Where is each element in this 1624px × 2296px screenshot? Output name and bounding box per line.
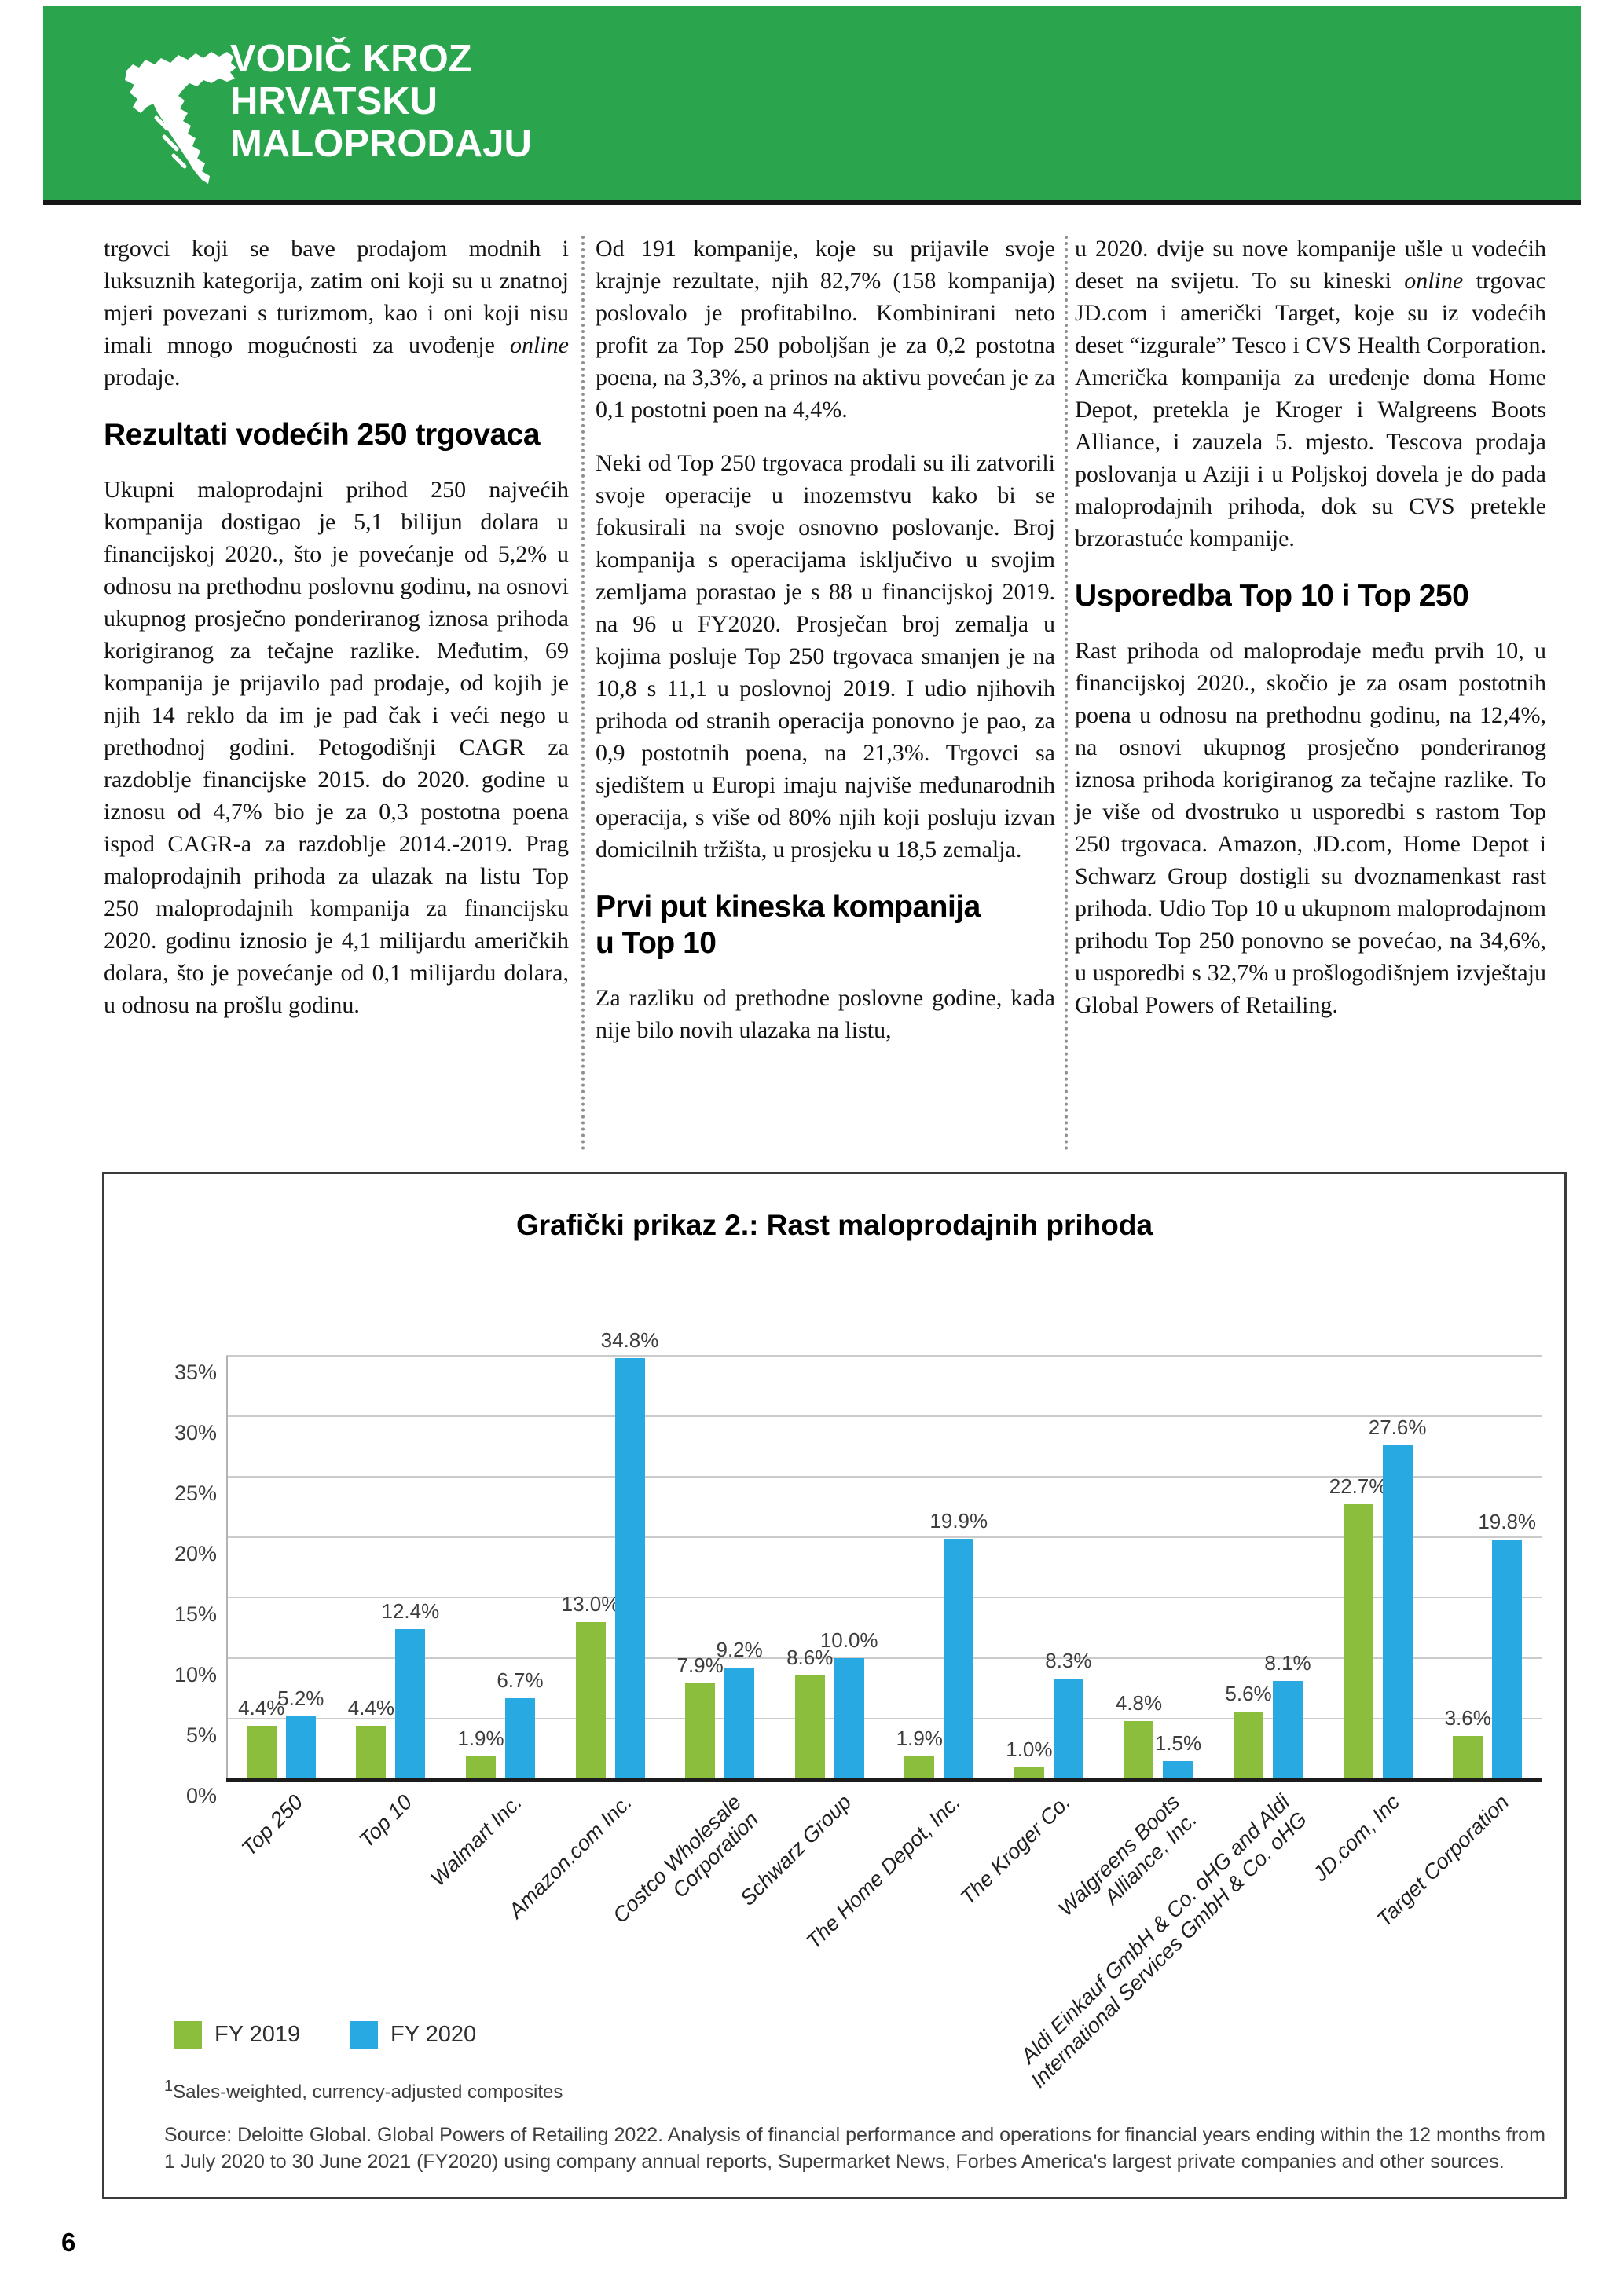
bar-value-label: 12.4% bbox=[381, 1599, 440, 1624]
article-column-2: Od 191 kompanije, koje su prijavile svoj… bbox=[596, 233, 1055, 1067]
chart-footnote: 1Sales-weighted, currency-adjusted compo… bbox=[164, 2078, 563, 2103]
paragraph: trgovci koji se bave prodajom modnih i l… bbox=[104, 236, 569, 390]
bar-fy2019 bbox=[246, 1726, 277, 1779]
gridline bbox=[226, 1355, 1542, 1357]
y-axis-line bbox=[226, 1356, 228, 1779]
y-axis-tick-label: 25% bbox=[174, 1481, 217, 1505]
header-banner: VODIČ KROZ HRVATSKU MALOPRODAJU bbox=[43, 6, 1581, 200]
bar-fy2020 bbox=[285, 1716, 316, 1779]
bar-fy2019 bbox=[1453, 1735, 1483, 1779]
chart-source: Source: Deloitte Global. Global Powers o… bbox=[164, 2124, 1545, 2173]
bar-value-label: 19.8% bbox=[1478, 1510, 1537, 1534]
gridline bbox=[226, 1476, 1542, 1478]
article-column-1: trgovci koji se bave prodajom modnih i l… bbox=[104, 233, 569, 1042]
section-heading: Rezultati vodećih 250 trgovaca bbox=[104, 418, 541, 452]
bar-value-label: 34.8% bbox=[600, 1328, 659, 1353]
bar-fy2020 bbox=[1382, 1445, 1413, 1779]
bar-fy2019 bbox=[1343, 1504, 1373, 1779]
gridline bbox=[226, 1536, 1542, 1538]
paragraph: Od 191 kompanije, koje su prijavile svoj… bbox=[596, 236, 1055, 423]
legend-label-fy2020: FY 2020 bbox=[390, 2022, 477, 2047]
gridline bbox=[226, 1657, 1542, 1659]
bar-fy2020 bbox=[944, 1538, 974, 1779]
bar-value-label: 19.9% bbox=[929, 1508, 988, 1532]
y-axis-tick-label: 0% bbox=[185, 1784, 217, 1807]
bar-value-label: 22.7% bbox=[1329, 1474, 1388, 1499]
bar-value-label: 8.6% bbox=[786, 1645, 834, 1669]
bar-fy2020 bbox=[834, 1658, 864, 1779]
bar-fy2020 bbox=[614, 1358, 645, 1779]
bar-fy2020 bbox=[504, 1697, 535, 1779]
y-axis-tick-label: 15% bbox=[174, 1602, 217, 1626]
bar-value-label: 27.6% bbox=[1368, 1415, 1427, 1439]
bar-value-label: 5.6% bbox=[1225, 1681, 1272, 1705]
bar-value-label: 1.9% bbox=[457, 1726, 504, 1750]
bar-fy2019 bbox=[685, 1683, 716, 1779]
paragraph: Neki od Top 250 trgovaca prodali su ili … bbox=[596, 450, 1055, 862]
bar-value-label: 9.2% bbox=[716, 1638, 763, 1662]
bar-value-label: 6.7% bbox=[497, 1668, 544, 1692]
bar-fy2019 bbox=[794, 1675, 825, 1779]
bar-value-label: 1.0% bbox=[1006, 1737, 1053, 1761]
bar-fy2020 bbox=[1273, 1681, 1303, 1779]
header-divider bbox=[43, 200, 1581, 205]
legend-swatch-fy2019 bbox=[174, 2021, 202, 2049]
bar-fy2020 bbox=[395, 1629, 426, 1779]
y-axis-tick-label: 20% bbox=[174, 1542, 217, 1565]
paragraph: Ukupni maloprodajni prihod 250 najvećih … bbox=[104, 477, 569, 1018]
chart: Grafički prikaz 2.: Rast maloprodajnih p… bbox=[102, 1172, 1567, 2199]
bar-fy2019 bbox=[465, 1756, 496, 1779]
bar-value-label: 4.4% bbox=[238, 1696, 285, 1720]
bar-fy2019 bbox=[1014, 1767, 1044, 1779]
bar-fy2019 bbox=[1234, 1711, 1264, 1779]
gridline bbox=[226, 1415, 1542, 1417]
bar-value-label: 1.9% bbox=[896, 1726, 943, 1750]
gridline bbox=[226, 1718, 1542, 1719]
bar-value-label: 1.5% bbox=[1154, 1730, 1202, 1755]
column-separator bbox=[1065, 236, 1068, 1151]
chart-title: Grafički prikaz 2.: Rast maloprodajnih p… bbox=[515, 1209, 1153, 1241]
bar-fy2020 bbox=[724, 1668, 755, 1779]
bar-value-label: 7.9% bbox=[676, 1653, 724, 1678]
gridline bbox=[226, 1597, 1542, 1598]
croatia-map-icon bbox=[125, 52, 236, 184]
bar-fy2019 bbox=[356, 1726, 387, 1779]
bar-value-label: 13.0% bbox=[561, 1591, 620, 1616]
column-separator bbox=[581, 236, 585, 1151]
legend-label-fy2019: FY 2019 bbox=[214, 2022, 301, 2047]
paragraph: Rast prihoda od maloprodaje među prvih 1… bbox=[1075, 638, 1546, 1018]
bar-value-label: 4.4% bbox=[347, 1696, 394, 1720]
section-heading: Usporedba Top 10 i Top 250 bbox=[1075, 579, 1469, 613]
bar-value-label: 4.8% bbox=[1115, 1691, 1163, 1716]
bar-value-label: 10.0% bbox=[819, 1628, 878, 1652]
bar-fy2019 bbox=[904, 1756, 935, 1779]
bar-fy2020 bbox=[1163, 1760, 1193, 1779]
bar-value-label: 8.3% bbox=[1045, 1649, 1092, 1673]
y-axis-tick-label: 35% bbox=[174, 1360, 217, 1384]
bar-value-label: 3.6% bbox=[1444, 1705, 1491, 1730]
bar-value-label: 5.2% bbox=[277, 1686, 324, 1710]
bar-fy2020 bbox=[1492, 1540, 1523, 1779]
legend-swatch-fy2020 bbox=[350, 2021, 378, 2049]
y-axis-tick-label: 30% bbox=[174, 1421, 217, 1445]
y-axis-tick-label: 10% bbox=[174, 1663, 217, 1686]
paragraph: Za razliku od prethodne poslovne godine,… bbox=[596, 985, 1055, 1043]
x-axis-line bbox=[226, 1778, 1542, 1782]
bar-fy2019 bbox=[575, 1621, 606, 1779]
page-number: 6 bbox=[61, 2228, 76, 2257]
article-column-3: u 2020. dvije su nove kompanije ušle u v… bbox=[1075, 233, 1546, 1042]
bar-fy2020 bbox=[1053, 1679, 1083, 1779]
y-axis-tick-label: 5% bbox=[185, 1723, 217, 1747]
section-heading: Prvi put kineska kompanija u Top 10 bbox=[596, 890, 981, 960]
paragraph: u 2020. dvije su nove kompanije ušle u v… bbox=[1075, 236, 1546, 551]
bar-value-label: 8.1% bbox=[1264, 1651, 1311, 1675]
bar-fy2019 bbox=[1124, 1721, 1154, 1779]
publication-title: VODIČ KROZ HRVATSKU MALOPRODAJU bbox=[230, 38, 532, 165]
